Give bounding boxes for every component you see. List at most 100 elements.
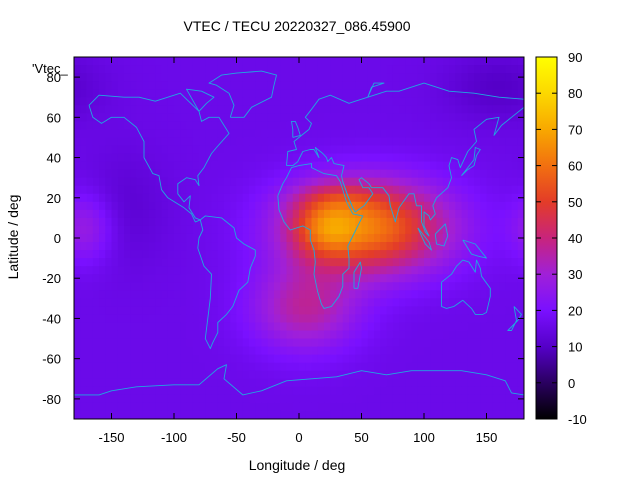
heatmap-cell [136, 201, 144, 211]
heatmap-cell [205, 346, 212, 356]
heatmap-cell [436, 354, 444, 364]
heatmap-cell [130, 217, 137, 227]
heatmap-cell [511, 153, 519, 163]
heatmap-cell [442, 185, 450, 195]
heatmap-cell [386, 97, 394, 106]
heatmap-cell [117, 105, 125, 114]
heatmap-cell [486, 346, 494, 356]
heatmap-cell [261, 290, 269, 299]
heatmap-cell [367, 242, 375, 251]
heatmap-cell [99, 217, 106, 227]
colorbar-tick-label: 80 [568, 86, 582, 101]
coastline-siberian-islands [367, 82, 385, 98]
heatmap-cell [167, 113, 175, 122]
heatmap-cell [311, 89, 319, 98]
heatmap-cell [274, 378, 281, 388]
heatmap-cell [261, 346, 269, 356]
heatmap-cell [99, 258, 106, 267]
heatmap-cell [205, 89, 212, 98]
heatmap-cell [442, 225, 450, 235]
heatmap-cell [186, 177, 194, 187]
heatmap-cell [336, 378, 344, 388]
heatmap-cell [349, 394, 356, 404]
heatmap-cell [392, 225, 400, 235]
heatmap-cell [136, 242, 144, 251]
heatmap-cell [242, 282, 250, 291]
heatmap-cell [480, 314, 487, 323]
heatmap-cell [361, 250, 369, 259]
heatmap-cell [249, 274, 256, 283]
heatmap-cell [286, 362, 294, 372]
heatmap-cell [199, 105, 206, 114]
heatmap-cell [424, 89, 431, 98]
heatmap-cell [305, 266, 312, 275]
heatmap-cell [517, 225, 525, 235]
heatmap-cell [411, 370, 419, 380]
heatmap-cell [424, 338, 431, 348]
heatmap-cell [342, 322, 350, 332]
heatmap-cell [224, 282, 231, 291]
heatmap-cell [436, 402, 444, 412]
heatmap-cell [511, 394, 519, 404]
heatmap-cell [405, 169, 412, 179]
heatmap-cell [405, 177, 412, 187]
heatmap-cell [236, 177, 244, 187]
heatmap-cell [436, 73, 444, 82]
heatmap-cell [80, 177, 87, 187]
heatmap-cell [99, 113, 106, 122]
heatmap-cell [161, 378, 169, 388]
heatmap-cell [292, 57, 300, 66]
heatmap-cell [392, 137, 400, 146]
heatmap-cell [467, 57, 475, 66]
heatmap-cell [336, 97, 344, 106]
heatmap-cell [317, 274, 325, 283]
heatmap-cell [399, 386, 406, 396]
heatmap-cell [186, 274, 194, 283]
heatmap-cell [499, 177, 506, 187]
heatmap-cell [267, 129, 275, 138]
heatmap-cell [417, 65, 425, 74]
heatmap-cell [155, 161, 162, 171]
heatmap-cell [249, 370, 256, 380]
heatmap-cell [186, 362, 194, 372]
heatmap-cell [480, 105, 487, 114]
heatmap-cell [99, 370, 106, 380]
heatmap-cell [280, 89, 287, 98]
heatmap-cell [467, 410, 475, 420]
heatmap-cell [367, 137, 375, 146]
heatmap-cell [355, 209, 362, 219]
heatmap-cell [74, 242, 81, 251]
heatmap-cell [261, 266, 269, 275]
heatmap-cell [392, 201, 400, 211]
heatmap-cell [280, 81, 287, 90]
heatmap-cell [467, 129, 475, 138]
heatmap-cell [486, 354, 494, 364]
heatmap-cell [367, 209, 375, 219]
heatmap-cell [80, 225, 87, 235]
heatmap-cell [130, 362, 137, 372]
heatmap-cell [249, 193, 256, 203]
heatmap-cell [361, 378, 369, 388]
heatmap-cell [286, 378, 294, 388]
heatmap-cell [217, 153, 225, 163]
heatmap-cell [261, 233, 269, 243]
heatmap-cell [192, 121, 200, 130]
heatmap-cell [224, 161, 231, 171]
heatmap-cell [242, 274, 250, 283]
heatmap-cell [424, 378, 431, 388]
heatmap-cell [167, 209, 175, 219]
heatmap-cell [267, 217, 275, 227]
heatmap-cell [280, 338, 287, 348]
heatmap-cell [311, 378, 319, 388]
heatmap-cell [449, 121, 456, 130]
heatmap-cell [186, 314, 194, 323]
heatmap-cell [205, 258, 212, 267]
heatmap-cell [392, 250, 400, 259]
heatmap-cell [236, 169, 244, 179]
heatmap-cell [299, 274, 306, 283]
heatmap-cell [242, 402, 250, 412]
heatmap-cell [317, 346, 325, 356]
heatmap-cell [474, 161, 481, 171]
heatmap-cell [405, 153, 412, 163]
heatmap-cell [99, 57, 106, 66]
